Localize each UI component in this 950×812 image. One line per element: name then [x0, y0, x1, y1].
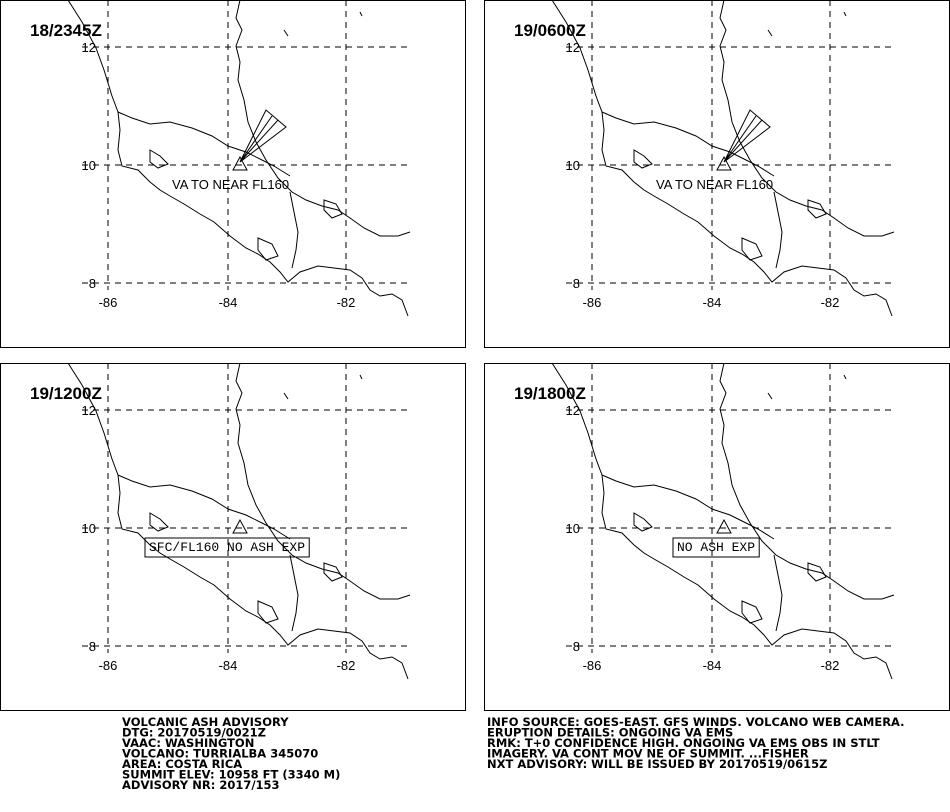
- advisory-line: AREA: COSTA RICA: [122, 757, 242, 771]
- annotation-box: [672, 537, 760, 558]
- ash-annotation: NO ASH EXP: [677, 540, 755, 555]
- panel-border: [0, 0, 466, 348]
- lat-label: 8: [89, 276, 96, 291]
- lon-label: -82: [337, 295, 356, 310]
- lon-label: -82: [337, 658, 356, 673]
- lon-label: -86: [583, 658, 602, 673]
- lat-label: 8: [573, 276, 580, 291]
- advisory-line: VOLCANIC ASH ADVISORY: [122, 715, 289, 729]
- lon-label: -86: [99, 658, 118, 673]
- panel-border: [484, 363, 950, 711]
- lat-label: 10: [82, 158, 96, 173]
- ash-annotation: SFC/FL160 NO ASH EXP: [149, 540, 305, 555]
- advisory-line: ADVISORY NR: 2017/153: [122, 778, 280, 792]
- lat-label: 10: [566, 521, 580, 536]
- lat-label: 12: [566, 403, 580, 418]
- lat-label: 12: [82, 40, 96, 55]
- advisory-line: ERUPTION DETAILS: ONGOING VA EMS: [487, 726, 733, 740]
- annotation-box: [144, 537, 310, 558]
- map-panel: 12 10 8-86 -84 -82 19/1800Z NO ASH EXP: [484, 362, 950, 711]
- ash-plume: [723, 109, 771, 163]
- advisory-line: RMK: T+0 CONFIDENCE HIGH. ONGOING VA EMS…: [487, 736, 880, 750]
- advisory-line: INFO SOURCE: GOES-EAST. GFS WINDS. VOLCA…: [487, 715, 905, 729]
- advisory-line: VOLCANO: TURRIALBA 345070: [122, 747, 318, 761]
- ash-annotation: VA TO NEAR FL160: [172, 177, 289, 192]
- valid-time: 18/2345Z: [30, 21, 102, 40]
- advisory-line: NXT ADVISORY: WILL BE ISSUED BY 20170519…: [487, 757, 828, 771]
- ash-annotation: VA TO NEAR FL160: [656, 177, 773, 192]
- map-panel: 12 10 8-86 -84 -82 19/1200Z SFC/FL160 NO ASH E…: [0, 362, 466, 711]
- lon-label: -84: [219, 658, 238, 673]
- volcano-symbol: [716, 155, 732, 171]
- map-panel: 12 10 8-86 -84 -82 18/2345Z VA TO NEAR FL160: [0, 0, 466, 348]
- ash-plume: [239, 109, 287, 163]
- lat-label: 12: [566, 40, 580, 55]
- lon-label: -84: [703, 295, 722, 310]
- lat-label: 8: [89, 639, 96, 654]
- map-panel: 12 10 8-86 -84 -82 19/0600Z VA TO NEAR FL160: [484, 0, 950, 348]
- lon-label: -84: [219, 295, 238, 310]
- lon-label: -82: [821, 658, 840, 673]
- lon-label: -82: [821, 295, 840, 310]
- lat-label: 12: [82, 403, 96, 418]
- volcano-symbol: [232, 155, 248, 171]
- lat-label: 10: [566, 158, 580, 173]
- advisory-line: VAAC: WASHINGTON: [122, 736, 254, 750]
- lat-label: 8: [573, 639, 580, 654]
- valid-time: 19/1800Z: [514, 384, 586, 403]
- volcano-symbol: [232, 518, 248, 534]
- lon-label: -84: [703, 658, 722, 673]
- lon-label: -86: [583, 295, 602, 310]
- advisory-line: DTG: 20170519/0021Z: [122, 726, 266, 740]
- panel-border: [0, 363, 466, 711]
- advisory-line: SUMMIT ELEV: 10958 FT (3340 M): [122, 768, 340, 782]
- valid-time: 19/0600Z: [514, 21, 586, 40]
- volcano-symbol: [716, 518, 732, 534]
- advisory-line: IMAGERY. VA CONT MOV NE OF SUMMIT. ...FI…: [487, 747, 809, 761]
- panel-border: [484, 0, 950, 348]
- valid-time: 19/1200Z: [30, 384, 102, 403]
- lat-label: 10: [82, 521, 96, 536]
- lon-label: -86: [99, 295, 118, 310]
